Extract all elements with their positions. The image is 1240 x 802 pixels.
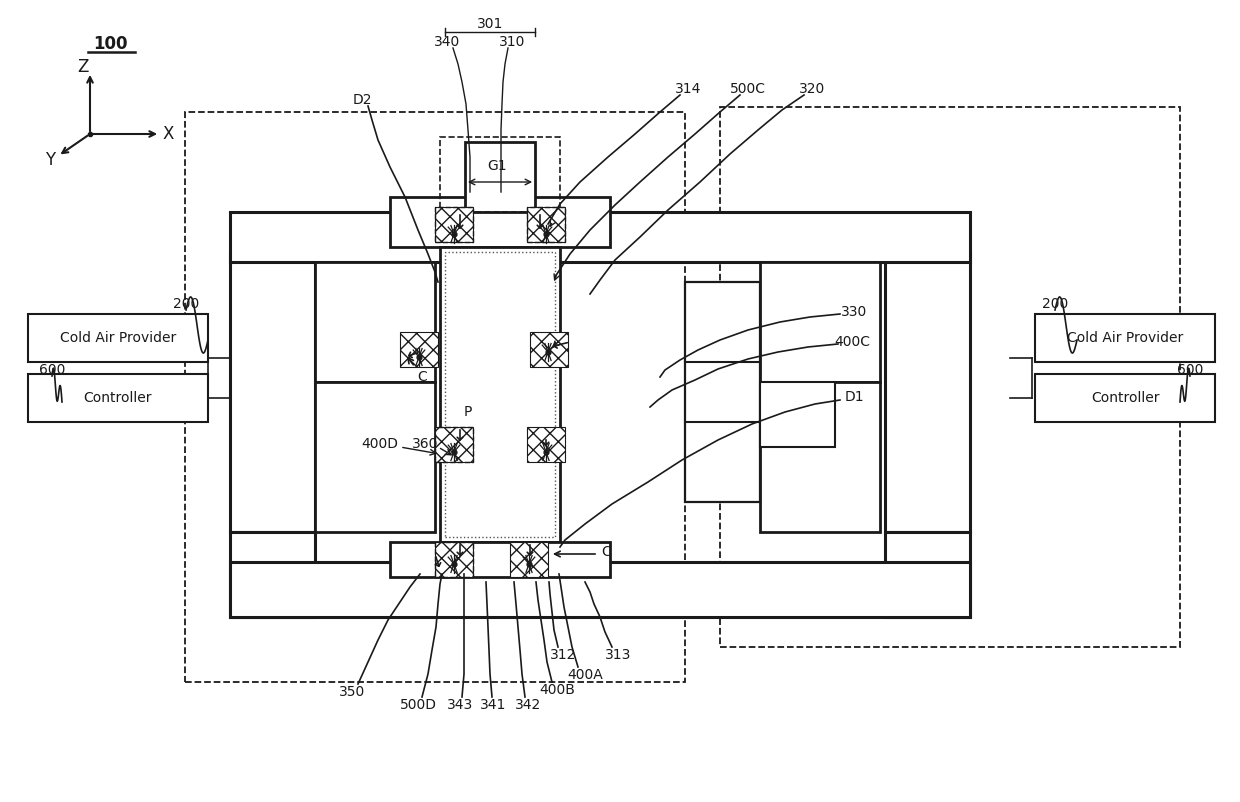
Bar [760,262,880,382]
Text: 600: 600 [1177,363,1203,377]
Bar [29,374,208,422]
Text: 320: 320 [799,82,825,96]
Bar [885,252,970,532]
Text: Cold Air Provider: Cold Air Provider [60,331,176,345]
Bar [885,532,970,617]
Bar [401,332,438,367]
Text: 312: 312 [549,648,577,662]
Text: 400D: 400D [362,437,398,451]
Bar [435,427,472,462]
Bar [1035,314,1215,362]
Bar [465,142,534,212]
Text: Z: Z [77,58,89,76]
Bar [435,427,472,462]
Bar [527,207,565,242]
Bar [391,542,610,577]
Bar [510,542,548,577]
Bar [229,212,970,262]
Bar [760,382,880,532]
Bar [229,562,970,617]
Text: 600: 600 [38,363,66,377]
Bar [315,262,435,382]
Text: 400B: 400B [539,683,575,697]
Text: P: P [464,405,472,419]
Text: D2: D2 [352,93,372,107]
Bar [445,252,556,537]
Bar [185,112,684,682]
Text: Controller: Controller [84,391,153,405]
Text: 200: 200 [1042,297,1068,311]
Bar [684,282,760,502]
Text: Cold Air Provider: Cold Air Provider [1066,331,1183,345]
Text: 343: 343 [446,698,474,712]
Text: 400C: 400C [835,335,870,349]
Bar [435,207,472,242]
Text: 500D: 500D [399,698,436,712]
Bar [435,542,472,577]
Text: 200: 200 [172,297,200,311]
Bar [29,314,208,362]
Text: 342: 342 [515,698,541,712]
Text: 100: 100 [93,35,128,53]
Text: 330: 330 [841,305,867,319]
Bar [529,332,568,367]
Text: 360: 360 [412,437,438,451]
Text: G1: G1 [487,159,507,173]
Text: 301: 301 [477,17,503,31]
Text: X: X [162,125,174,143]
Bar [1035,374,1215,422]
Text: Controller: Controller [1091,391,1159,405]
Bar [435,207,472,242]
Text: 500C: 500C [730,82,766,96]
Bar [391,197,610,247]
Text: 341: 341 [480,698,506,712]
Text: 400A: 400A [567,668,603,682]
Text: 313: 313 [605,648,631,662]
Bar [720,107,1180,647]
Bar [760,382,835,447]
Bar [527,427,565,462]
Text: Y: Y [45,151,55,169]
Bar [229,252,315,532]
Text: C: C [601,545,611,559]
Text: 350: 350 [339,685,365,699]
Bar [435,542,472,577]
Bar [440,137,560,212]
Text: D1: D1 [844,390,864,404]
Bar [527,207,565,242]
Text: 310: 310 [498,35,526,49]
Text: 314: 314 [675,82,701,96]
Bar [315,382,435,532]
Text: C: C [417,370,427,384]
Bar [440,247,560,542]
Bar [229,532,315,617]
Text: 340: 340 [434,35,460,49]
